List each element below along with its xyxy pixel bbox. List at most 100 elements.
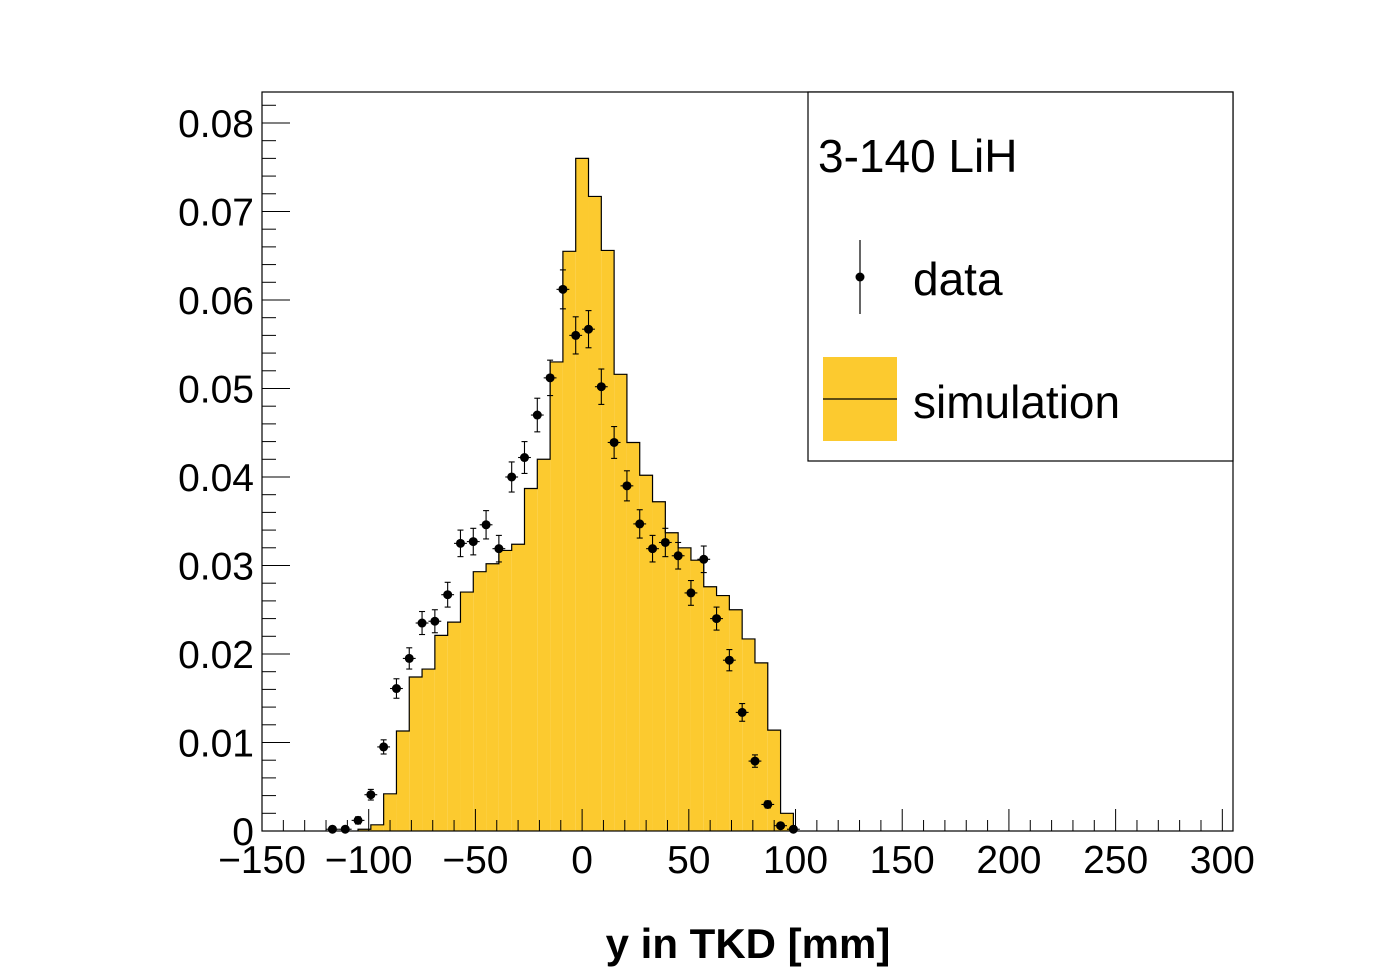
y-tick-label: 0.07	[178, 191, 254, 234]
data-point	[454, 529, 467, 558]
x-tick-label: 50	[667, 839, 710, 882]
y-tick-label: 0.02	[178, 634, 254, 677]
data-marker	[519, 453, 529, 463]
y-tick-label: 0.05	[178, 368, 254, 411]
x-tick-label: 250	[1083, 839, 1148, 882]
data-point	[364, 788, 378, 801]
data-point	[466, 527, 480, 556]
simulation-bin	[524, 488, 538, 831]
simulation-bin	[358, 829, 371, 831]
simulation-bin	[678, 547, 691, 831]
data-marker	[455, 538, 465, 548]
simulation-bin	[511, 544, 525, 831]
data-marker	[366, 790, 376, 800]
data-point	[569, 316, 583, 355]
data-point	[633, 509, 647, 539]
data-point	[658, 527, 672, 558]
data-point	[543, 359, 557, 397]
data-marker	[750, 756, 760, 766]
data-point	[492, 534, 506, 563]
simulation-bin	[690, 560, 704, 831]
data-marker	[430, 616, 440, 626]
data-point	[671, 541, 685, 570]
data-marker	[391, 684, 401, 694]
data-marker	[584, 324, 594, 334]
legend: 3-140 LiH data simulation	[807, 91, 1234, 462]
data-marker	[724, 655, 734, 665]
data-point	[530, 397, 544, 433]
simulation-bin	[742, 638, 755, 831]
data-point	[582, 310, 595, 349]
axes: −150 −100 −50 0 50 100 150 200 250 300 0 0.01 0.02 0.…	[178, 103, 1255, 882]
data-marker	[507, 472, 517, 482]
data-point	[748, 754, 762, 768]
data-marker	[327, 824, 337, 834]
simulation-bin	[626, 442, 640, 831]
simulation-bin	[729, 609, 743, 831]
data-marker	[648, 544, 658, 554]
y-tick-label: 0.03	[178, 545, 254, 588]
data-marker	[699, 554, 709, 564]
simulation-bin	[537, 459, 551, 831]
simulation-bin	[665, 532, 679, 831]
x-tick-label: −100	[325, 839, 413, 882]
x-tick-label: 150	[870, 839, 935, 882]
data-marker	[340, 824, 350, 834]
data-point	[479, 510, 493, 540]
data-point	[415, 610, 429, 636]
x-tick-label: 0	[571, 839, 593, 882]
y-tick-label: 0	[232, 811, 254, 854]
simulation-bin	[575, 158, 589, 831]
legend-title: 3-140 LiH	[818, 130, 1017, 182]
data-marker	[404, 653, 414, 663]
y-tick-label: 0.04	[178, 457, 254, 500]
data-marker	[545, 373, 555, 383]
data-marker	[776, 821, 786, 831]
x-tick-label: 300	[1190, 839, 1255, 882]
simulation-bin	[498, 550, 512, 831]
data-point	[761, 799, 775, 809]
simulation-bin	[703, 586, 717, 831]
x-tick-label: 200	[976, 839, 1041, 882]
data-marker	[558, 284, 568, 294]
data-marker	[379, 742, 389, 752]
simulation-bin	[473, 571, 487, 831]
data-point	[646, 534, 659, 563]
data-point	[505, 461, 519, 493]
data-marker	[468, 537, 478, 547]
simulation-bin	[383, 793, 397, 831]
simulation-bin	[422, 669, 435, 831]
x-axis-title: y in TKD [mm]	[606, 920, 891, 967]
data-marker	[686, 588, 696, 598]
simulation-bin	[652, 501, 666, 831]
simulation-bin	[639, 475, 653, 831]
simulation-bin	[447, 622, 461, 831]
data-marker	[417, 618, 427, 628]
simulation-bin	[588, 196, 602, 831]
data-point	[774, 821, 787, 831]
y-tick-label: 0.01	[178, 722, 254, 765]
simulation-bin	[409, 677, 423, 831]
data-marker	[660, 537, 670, 547]
data-point	[684, 579, 698, 606]
data-marker	[481, 520, 491, 530]
simulation-bin	[716, 595, 730, 831]
data-point	[722, 649, 736, 672]
data-marker	[596, 382, 606, 392]
data-marker	[635, 519, 645, 529]
data-marker	[712, 614, 722, 624]
x-tick-label: −50	[442, 839, 508, 882]
x-tick-label: 100	[763, 839, 828, 882]
data-point	[518, 441, 531, 474]
simulation-bin	[486, 563, 499, 831]
simulation-bin	[601, 250, 615, 832]
data-marker	[443, 590, 453, 600]
data-marker	[609, 437, 619, 447]
data-point	[428, 609, 442, 634]
data-marker	[673, 551, 683, 561]
simulation-bin	[550, 361, 563, 831]
data-point	[710, 606, 723, 631]
data-marker	[763, 799, 773, 809]
data-point	[607, 425, 621, 459]
